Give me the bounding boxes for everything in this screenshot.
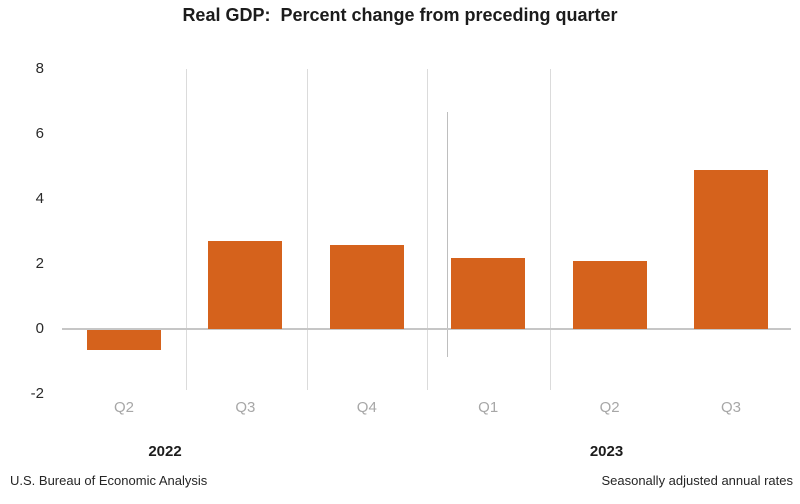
x-axis-quarter-label: Q3 (235, 399, 256, 416)
bar (451, 257, 526, 329)
bar (329, 244, 404, 329)
rate-note: Seasonally adjusted annual rates (601, 473, 793, 488)
zero-baseline (62, 328, 791, 330)
source-attribution: U.S. Bureau of Economic Analysis (10, 473, 208, 488)
category-separator-line (186, 69, 187, 390)
bar (208, 241, 283, 329)
y-axis-tick-label: 4 (35, 190, 44, 207)
bar (572, 260, 647, 329)
y-axis-tick-label: 8 (35, 60, 44, 77)
x-axis-quarter-label: Q1 (478, 399, 499, 416)
x-axis-quarter-label: Q3 (720, 399, 741, 416)
category-separator-line (307, 69, 308, 390)
y-axis-tick-label: 6 (35, 125, 44, 142)
x-axis-quarter-label: Q4 (356, 399, 377, 416)
y-axis-tick-label: 2 (35, 255, 44, 272)
bar (694, 169, 768, 329)
bar (87, 330, 161, 350)
year-divider-line (447, 112, 448, 357)
category-separator-line (427, 69, 428, 390)
y-axis-tick-label: -2 (30, 385, 44, 402)
category-separator-line (550, 69, 551, 390)
x-axis-quarter-label: Q2 (113, 399, 134, 416)
x-axis-year-label: 2023 (589, 443, 624, 460)
y-axis-tick-label: 0 (35, 320, 44, 337)
x-axis-year-label: 2022 (148, 443, 182, 460)
x-axis-quarter-label: Q2 (599, 399, 620, 416)
chart-title: Real GDP: Percent change from preceding … (182, 5, 618, 25)
